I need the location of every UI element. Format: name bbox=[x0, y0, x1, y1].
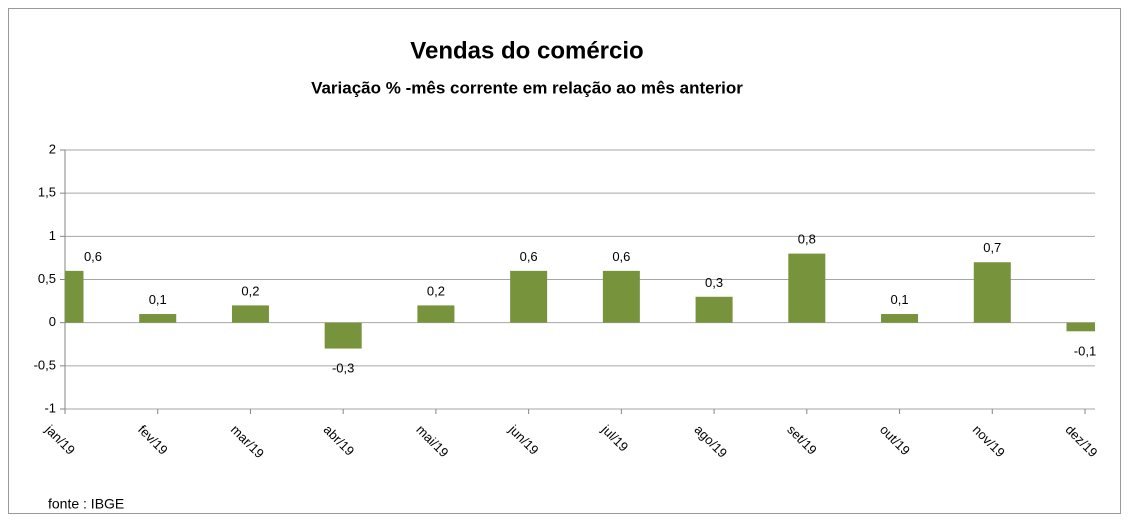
bar bbox=[881, 314, 919, 323]
y-tick-label: 2 bbox=[49, 141, 56, 156]
value-label: 0,3 bbox=[705, 275, 723, 290]
value-label: 0,1 bbox=[891, 292, 909, 307]
chart-title: Vendas do comércio bbox=[410, 37, 643, 64]
chart-border bbox=[8, 8, 1121, 514]
source-note: fonte : IBGE bbox=[48, 496, 124, 512]
y-tick-label: -1 bbox=[44, 400, 56, 415]
y-tick-label: -0,5 bbox=[34, 357, 56, 372]
bar bbox=[1066, 322, 1095, 332]
value-label: -0,3 bbox=[332, 361, 354, 376]
bars bbox=[65, 253, 1095, 349]
bar bbox=[65, 270, 84, 323]
bar bbox=[695, 296, 733, 323]
value-label: 0,7 bbox=[983, 240, 1001, 255]
bar bbox=[139, 314, 177, 323]
y-tick-label: 1,5 bbox=[38, 185, 56, 200]
bar bbox=[231, 305, 269, 323]
bar bbox=[602, 270, 640, 323]
value-label: 0,6 bbox=[612, 249, 630, 264]
bar bbox=[510, 270, 548, 323]
value-label: -0,1 bbox=[1074, 343, 1096, 358]
value-label: 0,1 bbox=[149, 292, 167, 307]
chart-subtitle: Variação % -mês corrente em relação ao m… bbox=[311, 78, 743, 97]
value-label: 0,2 bbox=[241, 283, 259, 298]
y-tick-label: 0,5 bbox=[38, 271, 56, 286]
y-tick-label: 0 bbox=[49, 314, 56, 329]
value-label: 0,6 bbox=[520, 249, 538, 264]
bar bbox=[417, 305, 455, 323]
bar bbox=[324, 322, 362, 349]
value-label: 0,8 bbox=[798, 232, 816, 247]
value-label: 0,2 bbox=[427, 283, 445, 298]
bar bbox=[788, 253, 826, 323]
value-label: 0,6 bbox=[84, 249, 102, 264]
y-tick-label: 1 bbox=[49, 228, 56, 243]
bar bbox=[973, 262, 1011, 323]
